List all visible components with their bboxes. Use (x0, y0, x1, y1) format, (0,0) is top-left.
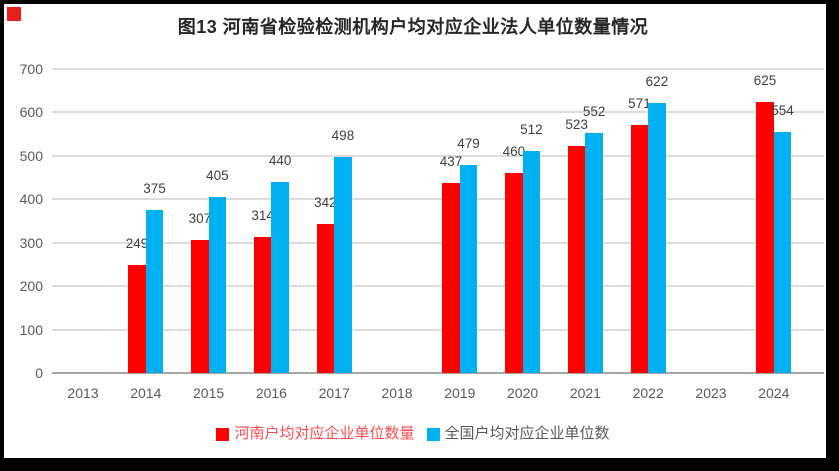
bar-henan-2017 (316, 224, 335, 373)
x-axis-label-2023: 2023 (695, 385, 727, 401)
bar-label-national-2014: 375 (143, 181, 166, 197)
bar-henan-2015 (191, 239, 209, 373)
bar-national-2021 (585, 133, 603, 373)
y-axis-label-0: 0 (35, 365, 43, 381)
bar-henan-2014 (128, 264, 146, 373)
bar-label-henan-2021: 523 (565, 116, 588, 132)
bar-henan-2021 (567, 145, 586, 373)
bar-label-national-2017: 498 (331, 127, 355, 143)
bar-label-henan-2014: 249 (125, 235, 149, 251)
bar-henan-2019 (442, 183, 460, 373)
gridline-300 (52, 241, 824, 244)
gridline-500 (52, 154, 824, 157)
legend-swatch-icon (216, 427, 230, 441)
bar-henan-2020 (505, 173, 523, 373)
bar-label-national-2022: 622 (645, 73, 669, 89)
x-axis-label-2024: 2024 (758, 385, 790, 401)
bar-national-2022 (648, 102, 666, 373)
gridline-400 (52, 198, 824, 201)
y-axis-label-600: 600 (19, 104, 43, 121)
legend-item-0: 河南户均对应企业单位数量 (216, 425, 415, 443)
bar-label-henan-2022: 571 (628, 96, 651, 112)
legend-label: 河南户均对应企业单位数量 (234, 425, 415, 442)
frame-border-right (826, 0, 839, 471)
bar-label-henan-2015: 307 (188, 210, 212, 226)
gridline-100 (52, 328, 824, 331)
x-axis-label-2019: 2019 (444, 385, 476, 401)
x-axis-label-2013: 2013 (67, 385, 99, 401)
bar-henan-2016 (253, 236, 272, 373)
bar-label-henan-2019: 437 (439, 154, 463, 170)
y-axis-label-400: 400 (19, 191, 43, 208)
bar-henan-2022 (630, 125, 649, 373)
y-axis-label-500: 500 (19, 147, 43, 164)
gridline-600 (52, 111, 824, 114)
y-axis-label-200: 200 (19, 278, 43, 295)
bar-national-2019 (459, 164, 478, 373)
x-axis-label-2018: 2018 (381, 385, 413, 401)
bar-label-national-2020: 512 (520, 121, 543, 137)
x-axis-label-2017: 2017 (318, 385, 350, 401)
x-axis-label-2021: 2021 (569, 385, 601, 401)
legend-label: 全国户均对应企业单位数 (444, 425, 610, 442)
red-square-marker (7, 7, 21, 21)
frame-border-bottom (0, 458, 839, 471)
bar-label-national-2019: 479 (457, 135, 480, 151)
legend: 河南户均对应企业单位数量 全国户均对应企业单位数 (0, 423, 826, 445)
x-axis-label-2015: 2015 (193, 385, 225, 401)
bar-label-national-2021: 552 (582, 104, 606, 120)
bar-label-henan-2016: 314 (251, 207, 274, 223)
gridline-700 (52, 68, 824, 70)
x-axis-label-2016: 2016 (255, 385, 287, 401)
bar-national-2024 (773, 132, 792, 373)
bar-henan-2024 (756, 101, 774, 373)
x-axis-label-2014: 2014 (130, 385, 162, 401)
x-axis-label-2020: 2020 (507, 385, 539, 401)
frame-border-top (0, 0, 839, 4)
gridline-0 (52, 372, 824, 374)
bar-national-2016 (271, 181, 289, 373)
legend-swatch-icon (426, 427, 440, 441)
bar-national-2015 (208, 197, 227, 373)
bar-label-national-2024: 554 (771, 103, 794, 119)
chart-title: 图13 河南省检验检测机构户均对应企业法人单位数量情况 (177, 17, 649, 37)
y-axis-label-300: 300 (19, 234, 43, 251)
bar-national-2014 (145, 210, 164, 373)
gridline-200 (52, 285, 824, 288)
x-axis-label-2022: 2022 (632, 385, 664, 401)
bar-label-national-2016: 440 (268, 152, 292, 168)
y-axis-label-700: 700 (19, 61, 43, 77)
frame-border-left (0, 0, 4, 471)
bar-label-henan-2024: 625 (753, 72, 777, 88)
bar-label-national-2015: 405 (206, 168, 229, 184)
bar-national-2017 (334, 156, 352, 373)
bar-label-henan-2017: 342 (314, 195, 337, 211)
bar-label-henan-2020: 460 (502, 144, 526, 160)
legend-item-1: 全国户均对应企业单位数 (426, 425, 610, 443)
bar-national-2020 (522, 150, 541, 373)
y-axis-label-100: 100 (19, 321, 43, 338)
